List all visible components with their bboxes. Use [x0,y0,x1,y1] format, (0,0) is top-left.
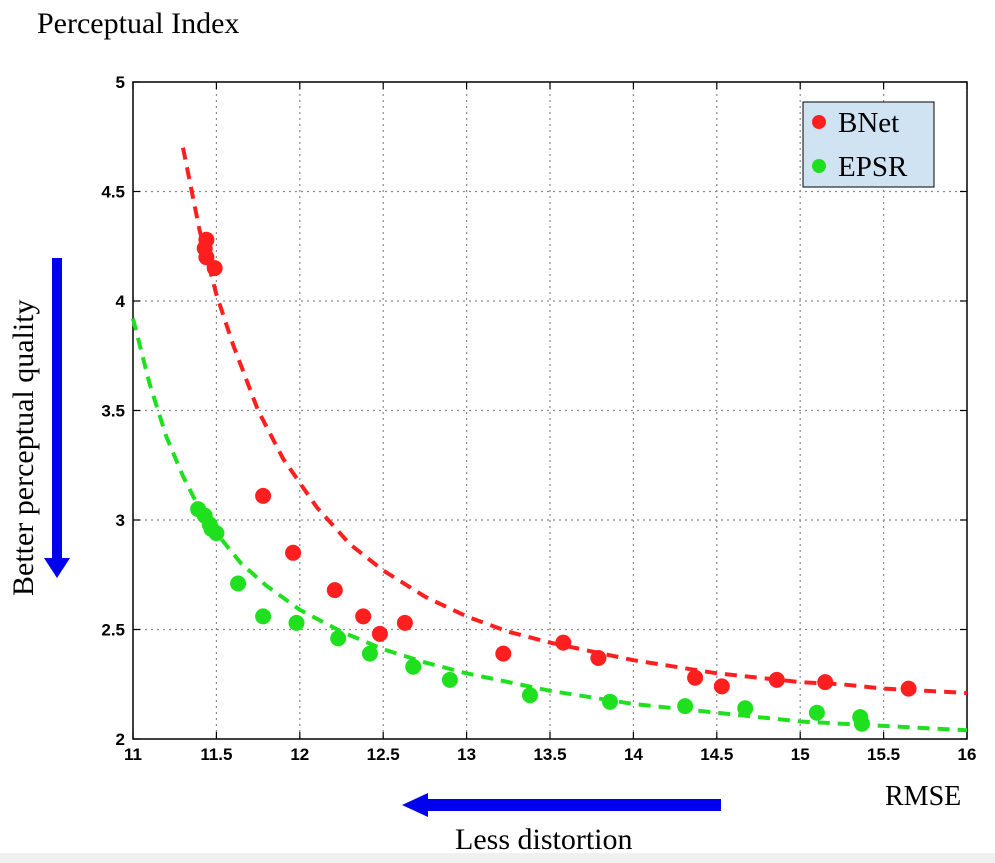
x-tick-label: 12 [290,745,309,764]
x-axis-label: RMSE [885,781,961,812]
x-tick-label: 14 [624,745,643,764]
data-point-bnet [355,608,372,625]
y-tick-label: 3.5 [101,402,125,421]
bottom-strip [0,853,995,863]
data-point-epsr [255,608,272,625]
horizontal-arrow-annotation: Less distortion [402,793,721,856]
data-point-epsr [230,575,247,592]
data-point-epsr [808,704,825,721]
y-tick-label: 5 [116,73,125,92]
y-tick-label: 3 [116,511,125,530]
legend-marker-bnet [812,115,826,129]
vertical-arrow-label: Better perceptual quality [7,299,40,596]
data-point-epsr [602,693,618,710]
data-point-bnet [495,645,512,662]
data-point-bnet [713,678,730,695]
data-point-epsr [853,715,870,732]
fit-curve-epsr [131,318,968,733]
x-tick-label: 13 [457,745,476,764]
data-point-epsr [288,614,305,631]
x-tick-label: 15 [791,745,810,764]
legend-marker-epsr [812,159,826,173]
data-point-bnet [687,669,704,686]
x-tick-label: 12.5 [367,745,400,764]
x-tick-label: 14.5 [700,745,733,764]
data-point-epsr [405,658,422,675]
legend-box [802,101,935,188]
data-point-epsr [677,698,694,715]
data-point-epsr [737,700,754,717]
data-point-bnet [326,582,343,599]
data-point-bnet [255,487,272,504]
chart-title: Perceptual Index [37,7,239,40]
data-point-bnet [900,680,917,697]
x-tick-label: 11.5 [200,745,232,764]
fit-curve-bnet [181,147,968,695]
fit-curves [131,147,968,733]
y-tick-label: 2 [116,730,125,749]
data-point-bnet [817,674,834,691]
data-point-bnet [768,671,785,688]
data-points [190,231,917,732]
legend: BNet EPSR [802,101,935,188]
data-point-bnet [590,650,607,666]
horizontal-arrow-label: Less distortion [455,823,633,856]
x-tick-label: 13.5 [533,745,566,764]
data-point-bnet [396,614,413,631]
vertical-arrow-annotation: Better perceptual quality [7,258,70,596]
x-tick-label: 11 [124,745,142,764]
data-point-bnet [285,544,302,561]
legend-label-epsr: EPSR [838,151,908,183]
legend-label-bnet: BNet [838,107,899,139]
data-point-bnet [206,260,223,277]
y-tick-label: 4.5 [101,183,125,202]
data-point-epsr [441,671,458,688]
x-tick-label: 16 [958,745,977,764]
data-point-bnet [555,634,572,651]
x-tick-label: 15.5 [867,745,900,764]
axis-ticks: 11 11.5 12 12.5 13 13.5 14 14.5 15 15.5 16 2 2.5 3 3.5… [101,73,976,764]
data-point-bnet [198,249,215,266]
data-point-epsr [330,630,347,647]
horizontal-arrow-head [402,793,428,817]
vertical-arrow-head [44,558,70,578]
y-tick-label: 2.5 [101,621,125,640]
data-point-epsr [522,687,538,704]
y-tick-label: 4 [116,292,126,311]
vertical-arrow-shaft [52,258,62,560]
data-point-epsr [361,645,378,662]
horizontal-arrow-shaft [425,799,721,811]
data-point-bnet [371,625,388,642]
data-point-epsr [208,525,225,542]
